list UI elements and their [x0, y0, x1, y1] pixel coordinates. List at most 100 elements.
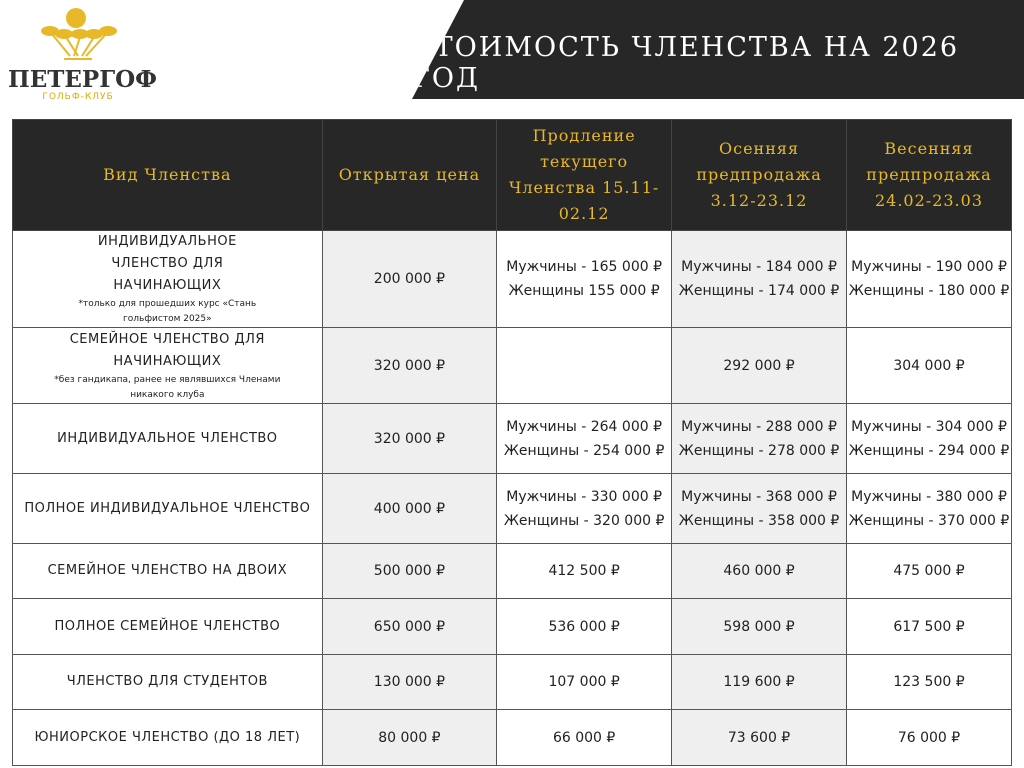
price-line: Мужчины - 184 000 ₽ [681, 259, 837, 275]
open-price: 650 000 ₽ [321, 598, 498, 655]
open-price: 130 000 ₽ [321, 654, 498, 710]
table-row: СЕМЕЙНОЕ ЧЛЕНСТВО ДЛЯ НАЧИНАЮЩИХ *без ган… [12, 327, 1013, 404]
open-price: 320 000 ₽ [321, 403, 498, 474]
spring-price: Мужчины - 304 000 ₽ Женщины - 294 000 ₽ [845, 403, 1013, 474]
open-price: 200 000 ₽ [321, 230, 498, 328]
renew-price: 536 000 ₽ [496, 598, 673, 655]
renew-price: Мужчины - 330 000 ₽ Женщины - 320 000 ₽ [496, 473, 673, 544]
price-line: Женщины - 254 000 ₽ [503, 442, 665, 459]
membership-type: СЕМЕЙНОЕ ЧЛЕНСТВО ДЛЯ НАЧИНАЮЩИХ *без ган… [12, 327, 323, 404]
membership-name: ПОЛНОЕ ИНДИВИДУАЛЬНОЕ ЧЛЕНСТВО [24, 500, 311, 516]
column-header: Открытая цена [321, 119, 498, 231]
price-line: Женщины - 174 000 ₽ [678, 283, 840, 299]
open-price: 500 000 ₽ [321, 543, 498, 599]
price-line: 460 000 ₽ [723, 563, 795, 579]
autumn-price: 460 000 ₽ [671, 543, 847, 599]
membership-type: ПОЛНОЕ СЕМЕЙНОЕ ЧЛЕНСТВО [12, 598, 323, 655]
price-line: Женщины - 180 000 ₽ [848, 283, 1010, 299]
price-line: Женщины - 294 000 ₽ [848, 442, 1010, 459]
price-line: 73 600 ₽ [727, 729, 791, 746]
column-header: Весенняя предпродажа 24.02-23.03 [845, 119, 1013, 231]
open-price: 320 000 ₽ [321, 327, 498, 404]
price-line: 412 500 ₽ [548, 563, 620, 579]
renew-price: Мужчины - 264 000 ₽ Женщины - 254 000 ₽ [496, 403, 673, 474]
membership-type: ПОЛНОЕ ИНДИВИДУАЛЬНОЕ ЧЛЕНСТВО [12, 473, 323, 544]
price-line: Женщины - 358 000 ₽ [678, 512, 840, 529]
price-line: Мужчины - 288 000 ₽ [681, 418, 837, 435]
column-header: Осенняя предпродажа 3.12-23.12 [671, 119, 847, 231]
spring-price: 76 000 ₽ [845, 709, 1013, 766]
spring-price: 123 500 ₽ [845, 654, 1013, 710]
membership-name: СЕМЕЙНОЕ ЧЛЕНСТВО ДЛЯ НАЧИНАЮЩИХ [69, 331, 265, 369]
price-line: Мужчины - 190 000 ₽ [851, 259, 1007, 275]
membership-name: ИНДИВИДУАЛЬНОЕ ЧЛЕНСТВО [57, 430, 278, 446]
autumn-price: Мужчины - 288 000 ₽ Женщины - 278 000 ₽ [671, 403, 847, 474]
price-line: Мужчины - 368 000 ₽ [681, 488, 837, 505]
membership-name: ИНДИВИДУАЛЬНОЕ ЧЛЕНСТВО ДЛЯ НАЧИНАЮЩИХ [97, 234, 237, 293]
spring-price: 304 000 ₽ [845, 327, 1013, 404]
autumn-price: 292 000 ₽ [671, 327, 847, 404]
membership-name: ЮНИОРСКОЕ ЧЛЕНСТВО (ДО 18 ЛЕТ) [34, 729, 301, 745]
renew-price: 412 500 ₽ [496, 543, 673, 599]
price-line: 617 500 ₽ [893, 618, 965, 635]
membership-name: ЧЛЕНСТВО ДЛЯ СТУДЕНТОВ [66, 674, 268, 689]
page-title: СТОИМОСТЬ ЧЛЕНСТВА НА 2026 ГОД [412, 32, 960, 94]
price-line: Мужчины - 165 000 ₽ [506, 259, 662, 275]
table-row: ЧЛЕНСТВО ДЛЯ СТУДЕНТОВ 130 000 ₽ 107 000 ₽… [12, 654, 1013, 710]
renew-price [496, 327, 673, 404]
price-line: Женщины - 278 000 ₽ [678, 442, 840, 459]
price-line: 475 000 ₽ [893, 563, 965, 579]
price-line: Мужчины - 330 000 ₽ [506, 488, 662, 505]
price-line: Мужчины - 264 000 ₽ [506, 418, 662, 435]
price-line: 119 600 ₽ [723, 674, 795, 690]
autumn-price: 73 600 ₽ [671, 709, 847, 766]
price-line: Женщины - 320 000 ₽ [503, 512, 665, 529]
price-line: 304 000 ₽ [893, 357, 965, 374]
autumn-price: 598 000 ₽ [671, 598, 847, 655]
price-line: 598 000 ₽ [723, 618, 795, 635]
membership-name: ПОЛНОЕ СЕМЕЙНОЕ ЧЛЕНСТВО [54, 618, 281, 634]
renew-price: 107 000 ₽ [496, 654, 673, 710]
price-line: 123 500 ₽ [893, 674, 965, 690]
column-header: Продление текущего Членства 15.11-02.12 [496, 119, 673, 231]
autumn-price: Мужчины - 368 000 ₽ Женщины - 358 000 ₽ [671, 473, 847, 544]
membership-type: СЕМЕЙНОЕ ЧЛЕНСТВО НА ДВОИХ [12, 543, 323, 599]
golf-logo-icon [41, 8, 117, 60]
price-line: 107 000 ₽ [548, 674, 620, 690]
price-line: Мужчины - 304 000 ₽ [851, 418, 1007, 435]
membership-type: ЧЛЕНСТВО ДЛЯ СТУДЕНТОВ [12, 654, 323, 710]
membership-type: ЮНИОРСКОЕ ЧЛЕНСТВО (ДО 18 ЛЕТ) [12, 709, 323, 766]
table-row: ИНДИВИДУАЛЬНОЕ ЧЛЕНСТВО ДЛЯ НАЧИНАЮЩИХ *т… [12, 230, 1013, 328]
autumn-price: Мужчины - 184 000 ₽ Женщины - 174 000 ₽ [671, 230, 847, 328]
membership-note: *только для прошедших курс «Стань гольфи… [78, 299, 257, 324]
price-line: Женщины 155 000 ₽ [508, 283, 660, 299]
price-line: 66 000 ₽ [552, 729, 616, 746]
membership-type: ИНДИВИДУАЛЬНОЕ ЧЛЕНСТВО [12, 403, 323, 474]
pricing-table: Вид Членства Открытая цена Продление текущ… [12, 119, 1013, 766]
logo-brand: ПЕТЕРГОФ [8, 66, 157, 93]
table-row: ЮНИОРСКОЕ ЧЛЕНСТВО (ДО 18 ЛЕТ) 80 000 ₽ 66… [12, 709, 1013, 766]
renew-price: Мужчины - 165 000 ₽ Женщины 155 000 ₽ [496, 230, 673, 328]
renew-price: 66 000 ₽ [496, 709, 673, 766]
open-price: 80 000 ₽ [321, 709, 498, 766]
spring-price: 617 500 ₽ [845, 598, 1013, 655]
price-line: 292 000 ₽ [723, 357, 795, 374]
price-line: 76 000 ₽ [897, 729, 961, 746]
spring-price: Мужчины - 380 000 ₽ Женщины - 370 000 ₽ [845, 473, 1013, 544]
membership-type: ИНДИВИДУАЛЬНОЕ ЧЛЕНСТВО ДЛЯ НАЧИНАЮЩИХ *т… [12, 230, 323, 328]
autumn-price: 119 600 ₽ [671, 654, 847, 710]
table-row: ИНДИВИДУАЛЬНОЕ ЧЛЕНСТВО 320 000 ₽ Мужчины … [12, 403, 1013, 474]
open-price: 400 000 ₽ [321, 473, 498, 544]
logo-subtitle: ГОЛЬФ-КЛУБ [42, 92, 114, 102]
table-row: ПОЛНОЕ СЕМЕЙНОЕ ЧЛЕНСТВО 650 000 ₽ 536 000… [12, 598, 1013, 655]
price-line: Женщины - 370 000 ₽ [848, 512, 1010, 529]
table-row: ПОЛНОЕ ИНДИВИДУАЛЬНОЕ ЧЛЕНСТВО 400 000 ₽ М… [12, 473, 1013, 544]
membership-note: *без гандикапа, ранее не являвшихся Член… [54, 374, 281, 400]
spring-price: 475 000 ₽ [845, 543, 1013, 599]
price-line: 536 000 ₽ [548, 618, 620, 635]
spring-price: Мужчины - 190 000 ₽ Женщины - 180 000 ₽ [845, 230, 1013, 328]
table-row: СЕМЕЙНОЕ ЧЛЕНСТВО НА ДВОИХ 500 000 ₽ 412 5… [12, 543, 1013, 599]
membership-name: СЕМЕЙНОЕ ЧЛЕНСТВО НА ДВОИХ [47, 563, 288, 578]
club-logo: ПЕТЕРГОФ ГОЛЬФ-КЛУБ [8, 4, 157, 104]
price-line: Мужчины - 380 000 ₽ [851, 488, 1007, 505]
